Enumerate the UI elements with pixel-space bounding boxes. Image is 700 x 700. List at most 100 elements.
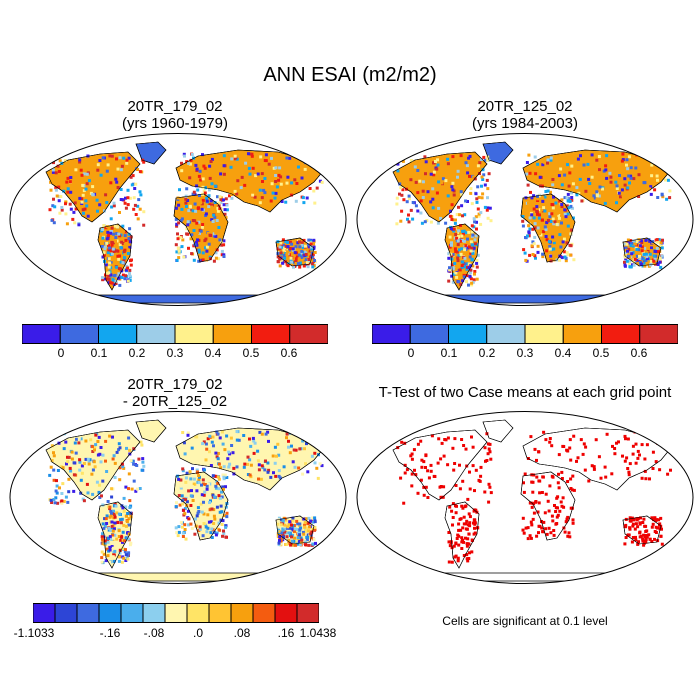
grid-cell bbox=[232, 466, 236, 470]
grid-cell bbox=[660, 246, 664, 250]
map-ttest-significance bbox=[356, 411, 694, 584]
grid-cell bbox=[288, 520, 292, 524]
grid-cell bbox=[258, 188, 262, 192]
grid-cell bbox=[460, 438, 464, 441]
grid-cell bbox=[189, 494, 193, 498]
grid-cell bbox=[564, 215, 568, 219]
grid-cell bbox=[420, 221, 424, 225]
grid-cell bbox=[653, 249, 657, 253]
grid-cell bbox=[463, 265, 466, 269]
grid-cell bbox=[127, 232, 131, 236]
grid-cell bbox=[540, 218, 544, 222]
grid-cell bbox=[214, 184, 218, 188]
grid-cell bbox=[110, 205, 114, 209]
grid-cell bbox=[219, 156, 223, 160]
grid-cell bbox=[217, 226, 221, 229]
grid-cell bbox=[126, 203, 130, 207]
grid-cell bbox=[186, 431, 190, 435]
grid-cell bbox=[410, 452, 414, 456]
grid-cell bbox=[219, 518, 223, 522]
grid-cell bbox=[125, 264, 129, 268]
coastline-australia bbox=[275, 515, 315, 545]
grid-cell bbox=[102, 251, 106, 255]
grid-cell bbox=[111, 533, 115, 537]
grid-cell bbox=[128, 268, 132, 272]
grid-cell bbox=[631, 522, 635, 526]
grid-cell bbox=[641, 251, 645, 255]
grid-cell bbox=[113, 515, 117, 519]
grid-cell bbox=[467, 266, 471, 270]
grid-cell bbox=[260, 196, 264, 200]
grid-cell bbox=[199, 178, 203, 182]
grid-cell bbox=[71, 217, 75, 221]
grid-cell bbox=[311, 253, 315, 257]
colorbar-box bbox=[562, 324, 602, 344]
grid-cell bbox=[544, 235, 548, 238]
grid-cell bbox=[561, 496, 565, 500]
grid-cell bbox=[64, 212, 68, 216]
tick-label: 0.1 bbox=[440, 346, 458, 360]
grid-cell bbox=[635, 248, 639, 251]
grid-cell bbox=[626, 238, 630, 242]
grid-cell bbox=[481, 192, 485, 196]
grid-cell bbox=[129, 240, 133, 244]
grid-cell bbox=[468, 521, 472, 525]
grid-cell bbox=[464, 447, 468, 451]
grid-cell bbox=[274, 180, 278, 183]
grid-cell bbox=[461, 506, 465, 510]
grid-cell bbox=[639, 252, 643, 256]
grid-cell bbox=[57, 185, 61, 189]
grid-cell bbox=[201, 442, 205, 446]
grid-cell bbox=[290, 181, 294, 185]
grid-cell bbox=[293, 251, 297, 255]
grid-cell bbox=[277, 178, 281, 182]
grid-cell bbox=[288, 156, 292, 160]
grid-cell bbox=[471, 250, 475, 254]
grid-cell bbox=[436, 158, 439, 162]
grid-cell bbox=[49, 155, 53, 159]
grid-cell bbox=[224, 535, 228, 539]
grid-cell bbox=[193, 202, 197, 206]
grid-cell bbox=[78, 468, 82, 472]
grid-cell bbox=[78, 458, 82, 462]
grid-cell bbox=[441, 177, 445, 181]
grid-cell bbox=[278, 264, 282, 268]
grid-cell bbox=[407, 213, 410, 217]
grid-cell bbox=[279, 523, 283, 527]
grid-cell bbox=[94, 433, 98, 437]
grid-cell bbox=[474, 468, 478, 472]
grid-cell bbox=[128, 448, 132, 452]
grid-cell bbox=[179, 486, 183, 490]
grid-cell bbox=[123, 243, 127, 246]
grid-cell bbox=[49, 498, 53, 502]
grid-cell bbox=[459, 252, 463, 256]
grid-cell bbox=[134, 182, 138, 186]
grid-cell bbox=[566, 449, 570, 453]
grid-cell bbox=[653, 156, 657, 160]
grid-cell bbox=[90, 472, 94, 476]
grid-cell bbox=[187, 489, 191, 493]
grid-cell bbox=[186, 223, 190, 227]
grid-cell bbox=[182, 441, 186, 445]
grid-cell bbox=[439, 485, 443, 488]
grid-cell bbox=[644, 530, 648, 533]
grid-cell bbox=[595, 197, 599, 201]
grid-cell bbox=[549, 254, 553, 258]
grid-cell bbox=[561, 240, 565, 244]
grid-cell bbox=[656, 240, 660, 244]
panel-title-line1: 20TR_179_02 bbox=[127, 98, 223, 115]
grid-cell bbox=[118, 466, 122, 470]
grid-cell bbox=[475, 277, 479, 281]
grid-cell bbox=[113, 513, 117, 516]
grid-cell bbox=[62, 447, 66, 451]
grid-cell bbox=[632, 177, 636, 181]
grid-cell bbox=[123, 253, 127, 257]
grid-cell bbox=[552, 529, 556, 532]
grid-cell bbox=[205, 530, 209, 534]
grid-cell bbox=[220, 490, 223, 494]
grid-cell bbox=[263, 177, 267, 180]
grid-cell bbox=[218, 528, 222, 532]
grid-cell bbox=[218, 510, 222, 514]
grid-cell bbox=[446, 463, 450, 467]
grid-cell bbox=[121, 547, 124, 551]
